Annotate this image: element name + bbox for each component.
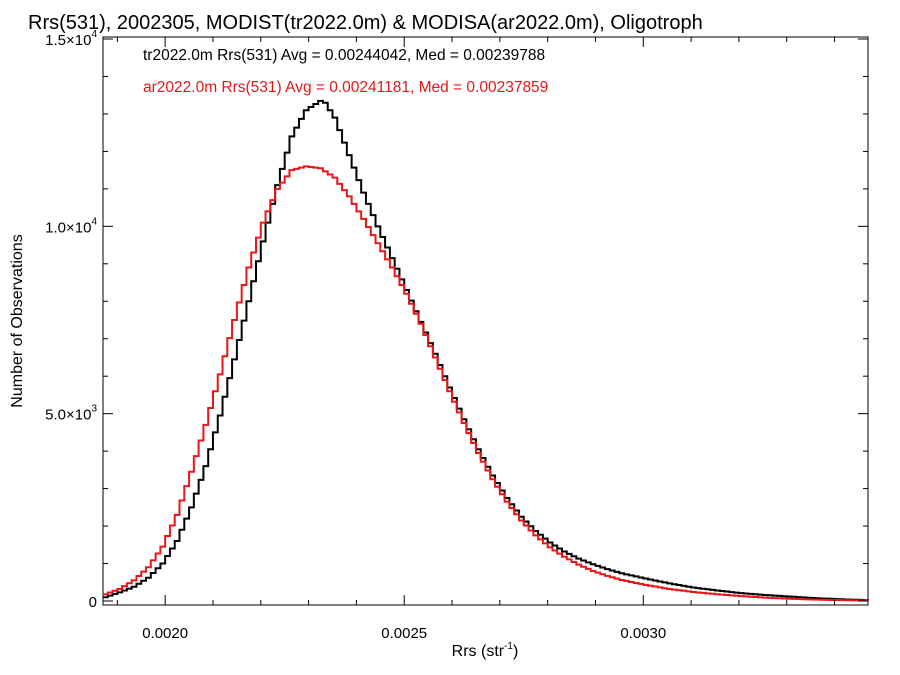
x-axis-label-close: ) — [513, 643, 518, 660]
tick-group: 0.0020 0.0025 0.0030 0 5.0×103 1.0×104 1.5×104 — [45, 29, 868, 642]
annotation-tr: tr2022.0m Rrs(531) Avg = 0.00244042, Med… — [143, 47, 545, 64]
annotation-ar: ar2022.0m Rrs(531) Avg = 0.00241181, Med… — [143, 79, 548, 96]
x-axis-label-main: Rrs (str — [452, 643, 505, 660]
x-tick-label: 0.0020 — [142, 625, 188, 642]
plot-frame — [102, 36, 869, 606]
y-axis-label: Number of Observations — [9, 234, 26, 407]
x-axis-label-sup: -1 — [504, 641, 513, 652]
y-tick-label: 1.0×104 — [45, 216, 97, 236]
series-line-ar2022 — [103, 165, 869, 602]
series-group — [103, 99, 869, 602]
chart-title: Rrs(531), 2002305, MODIST(tr2022.0m) & M… — [28, 12, 703, 34]
x-axis-label: Rrs (str-1) — [452, 641, 519, 660]
y-tick-label: 0 — [89, 594, 97, 611]
x-tick-label: 0.0025 — [381, 625, 427, 642]
y-tick-label: 1.5×104 — [45, 29, 97, 49]
x-tick-label: 0.0030 — [620, 625, 666, 642]
y-tick-label: 5.0×103 — [45, 404, 97, 424]
series-line-tr2022 — [103, 99, 869, 602]
